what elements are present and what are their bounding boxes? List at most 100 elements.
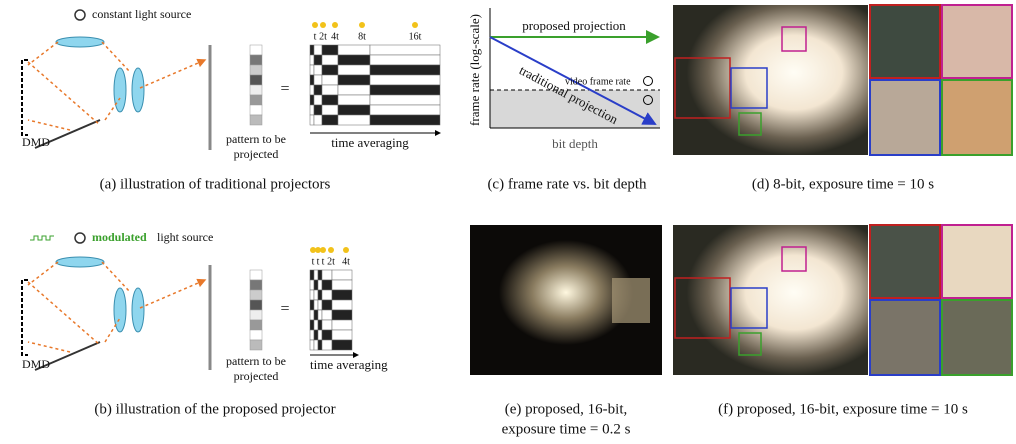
grid-cell	[322, 105, 338, 115]
pattern-cell	[250, 330, 262, 340]
dmd	[22, 60, 28, 135]
sun-icon	[328, 247, 334, 253]
sun-icon	[332, 22, 338, 28]
grid-cell	[314, 330, 318, 340]
pattern-bar	[250, 270, 262, 350]
video-rate-label: video frame rate	[565, 76, 631, 87]
grid-cell	[332, 340, 352, 350]
pattern-cell	[250, 320, 262, 330]
grid-cell	[370, 85, 440, 95]
pattern-cell	[250, 310, 262, 320]
pattern-cell	[250, 105, 262, 115]
grid-cell	[310, 55, 314, 65]
grid-cell	[322, 65, 338, 75]
grid-cell	[314, 95, 322, 105]
pattern-label: pattern to be	[226, 132, 286, 146]
inset	[942, 300, 1012, 375]
grid-cell	[318, 320, 322, 330]
grid-cell	[332, 330, 352, 340]
dmd	[22, 280, 28, 355]
grid-cell	[310, 115, 314, 125]
pattern-cell	[250, 115, 262, 125]
grid-cell	[322, 310, 332, 320]
x-label: bit depth	[552, 136, 598, 151]
equals: =	[280, 81, 289, 98]
dmd-label: DMD	[22, 135, 50, 149]
grid-cell	[338, 115, 370, 125]
grid-cell	[318, 300, 322, 310]
axis-label: time averaging	[331, 135, 409, 150]
inset	[870, 5, 940, 78]
time-label: 2t	[327, 256, 335, 267]
proposed-label: proposed projection	[522, 18, 626, 33]
grid-cell	[310, 75, 314, 85]
grid-cell	[310, 320, 314, 330]
inset	[870, 80, 940, 155]
grid-cell	[310, 105, 314, 115]
grid-cell	[314, 115, 322, 125]
grid-cell	[314, 55, 322, 65]
axis-label: time averaging	[310, 357, 388, 372]
panel-e: (e) proposed, 16-bit, exposure time = 0.…	[470, 225, 662, 437]
pattern-label: projected	[234, 369, 279, 383]
grid-cell	[318, 330, 322, 340]
caption: (e) proposed, 16-bit,	[505, 401, 627, 417]
grid-cell	[314, 65, 322, 75]
pattern-cell	[250, 300, 262, 310]
grid-cell	[314, 85, 322, 95]
grid-cell	[314, 340, 318, 350]
grid-cell	[314, 45, 322, 55]
time-label: 2t	[319, 31, 327, 42]
grid-cell	[322, 300, 332, 310]
time-label: t	[312, 256, 315, 267]
inset	[942, 5, 1012, 78]
grid-cell	[370, 115, 440, 125]
grid-cell	[318, 270, 322, 280]
pattern-cell	[250, 280, 262, 290]
grid-cell	[310, 280, 314, 290]
grid-cell	[338, 95, 370, 105]
grid-cell	[322, 330, 332, 340]
grid-cell	[370, 75, 440, 85]
grid-cell	[314, 280, 318, 290]
grid-cell	[314, 105, 322, 115]
source-highlight: modulated	[92, 230, 147, 244]
grid-cell	[332, 320, 352, 330]
smiley	[644, 77, 653, 86]
grid-cell	[338, 105, 370, 115]
grid-cell	[310, 45, 314, 55]
inset	[942, 225, 1012, 298]
grid-cell	[322, 290, 332, 300]
caption: exposure time = 0.2 s	[502, 421, 631, 437]
caption: (f) proposed, 16-bit, exposure time = 10…	[718, 401, 968, 417]
grid-cell	[310, 330, 314, 340]
sun-icon	[75, 10, 85, 20]
grid-cell	[310, 270, 314, 280]
grid-cell	[370, 95, 440, 105]
caption: (c) frame rate vs. bit depth	[487, 176, 647, 192]
pattern-cell	[250, 55, 262, 65]
grid-cell	[310, 65, 314, 75]
panel-b: modulated light source DMD pattern to be…	[22, 230, 388, 418]
photo	[673, 225, 868, 375]
pattern-cell	[250, 340, 262, 350]
grid-cell	[338, 55, 370, 65]
grid-cell	[322, 55, 338, 65]
grid-cell	[318, 280, 322, 290]
source-label: light source	[157, 230, 213, 244]
pattern-cell	[250, 270, 262, 280]
grid-cell	[314, 75, 322, 85]
equals: =	[280, 301, 289, 318]
grid-cell	[318, 310, 322, 320]
lens	[132, 68, 144, 112]
grid-cell	[322, 270, 332, 280]
grid-cell	[332, 310, 352, 320]
grid-cell	[322, 85, 338, 95]
grid-cell	[322, 320, 332, 330]
grid-cell	[338, 75, 370, 85]
grid-cell	[332, 270, 352, 280]
grid-cell	[322, 340, 332, 350]
dmd-label: DMD	[22, 357, 50, 371]
lens	[132, 288, 144, 332]
